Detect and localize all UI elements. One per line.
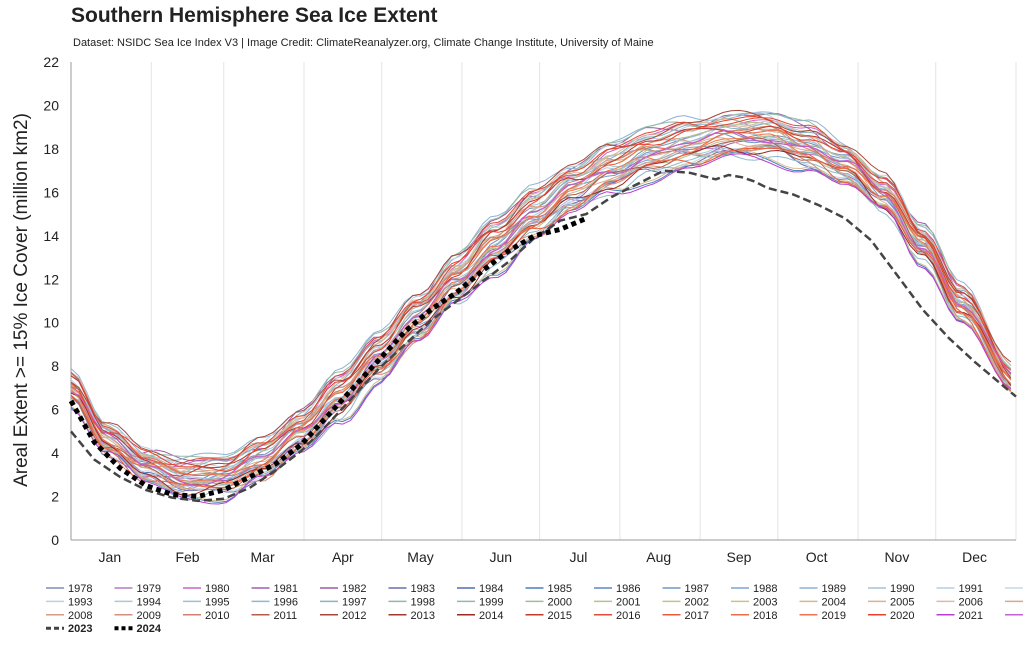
legend-label[interactable]: 1986 (616, 583, 640, 595)
legend-label[interactable]: 2004 (822, 596, 846, 608)
legend-label[interactable]: 2011 (274, 610, 298, 622)
legend-label[interactable]: 2017 (685, 610, 709, 622)
legend-label[interactable]: 2001 (616, 596, 640, 608)
legend-label[interactable]: 2006 (959, 596, 983, 608)
legend-label[interactable]: 2013 (411, 610, 435, 622)
legend-label[interactable]: 2009 (137, 610, 161, 622)
legend-label[interactable]: 1997 (342, 596, 366, 608)
legend-label[interactable]: 2008 (68, 610, 92, 622)
legend-label[interactable]: 1980 (205, 583, 229, 595)
y-tick-label: 14 (43, 228, 59, 244)
legend-label[interactable]: 1987 (685, 583, 709, 595)
x-tick-label: Oct (806, 549, 828, 565)
legend-label[interactable]: 1988 (753, 583, 777, 595)
legend-label[interactable]: 2023 (68, 623, 92, 635)
x-tick-label: Jun (489, 549, 512, 565)
x-tick-labels: Jan Feb Mar Apr May Jun Jul Aug Sep Oct Nov Dec (99, 549, 987, 565)
legend-label[interactable]: 1983 (411, 583, 435, 595)
legend-label[interactable]: 1994 (137, 596, 161, 608)
series-line-2023 (70, 169, 1017, 503)
legend-label[interactable]: 2003 (753, 596, 777, 608)
legend-label[interactable]: 2014 (479, 610, 503, 622)
legend: 1978 1979 1980 1981 1982 1983 1984 1985 1986 1987… (46, 583, 1023, 635)
x-tick-label: Jul (569, 549, 587, 565)
series-line-2019 (70, 133, 1012, 483)
legend-label[interactable]: 1984 (479, 583, 503, 595)
legend-label[interactable]: 1990 (890, 583, 914, 595)
legend-label[interactable]: 2012 (342, 610, 366, 622)
legend-label[interactable]: 2005 (890, 596, 914, 608)
x-tick-label: Aug (646, 549, 671, 565)
y-tick-label: 22 (43, 54, 59, 70)
series-line-2024 (68, 216, 588, 499)
y-tick-label: 8 (51, 358, 59, 374)
series-line-1993 (70, 112, 1012, 469)
y-tick-label: 2 (51, 489, 59, 505)
legend-label[interactable]: 2018 (753, 610, 777, 622)
legend-label[interactable]: 2016 (616, 610, 640, 622)
legend-label[interactable]: 2002 (685, 596, 709, 608)
legend-label[interactable]: 2021 (959, 610, 983, 622)
y-tick-label: 18 (43, 141, 59, 157)
series-line-1984 (70, 121, 1012, 477)
x-tick-label: Feb (175, 549, 199, 565)
legend-label[interactable]: 2024 (137, 623, 162, 635)
series-line-1987 (70, 132, 1012, 487)
series-line-2022 (70, 130, 1012, 486)
series-line-2006 (70, 120, 1012, 473)
series-line-2002 (70, 121, 1012, 477)
x-tick-label: Apr (332, 549, 354, 565)
x-tick-label: May (407, 549, 433, 565)
y-tick-label: 12 (43, 271, 59, 287)
series-line-1982 (70, 112, 1012, 462)
legend-label[interactable]: 1981 (274, 583, 298, 595)
y-tick-labels: 0 2 4 6 8 10 12 14 16 18 20 22 (43, 54, 59, 548)
legend-label[interactable]: 1998 (411, 596, 435, 608)
legend-label[interactable]: 1993 (68, 596, 92, 608)
legend-label[interactable]: 1985 (548, 583, 572, 595)
y-axis-title: Areal Extent >= 15% Ice Cover (million k… (11, 113, 32, 487)
legend-label[interactable]: 1978 (68, 583, 92, 595)
y-tick-label: 0 (51, 532, 59, 548)
legend-label[interactable]: 2010 (205, 610, 229, 622)
legend-label[interactable]: 1999 (479, 596, 503, 608)
x-tick-label: Mar (251, 549, 275, 565)
chart-title: Southern Hemisphere Sea Ice Extent (71, 4, 438, 27)
legend-label[interactable]: 1995 (205, 596, 229, 608)
legend-label[interactable]: 1989 (822, 583, 846, 595)
x-tick-label: Nov (884, 549, 909, 565)
legend-label[interactable]: 2020 (890, 610, 914, 622)
series-line-2020 (70, 116, 1012, 473)
x-tick-label: Dec (962, 549, 987, 565)
series-lines (68, 109, 1017, 505)
chart-subtitle: Dataset: NSIDC Sea Ice Index V3 | Image … (73, 37, 654, 49)
legend-label[interactable]: 1996 (274, 596, 298, 608)
series-line-2001 (70, 135, 1012, 485)
legend-label[interactable]: 1982 (342, 583, 366, 595)
legend-label[interactable]: 2019 (822, 610, 846, 622)
series-line-2012 (70, 109, 1012, 469)
legend-label[interactable]: 1979 (137, 583, 161, 595)
series-line-2004 (70, 118, 1012, 477)
y-tick-label: 16 (43, 184, 59, 200)
legend-label[interactable]: 2015 (548, 610, 572, 622)
series-line-2016 (70, 117, 1012, 466)
series-line-1991 (70, 122, 1012, 470)
y-tick-label: 6 (51, 402, 59, 418)
y-tick-label: 20 (43, 97, 59, 113)
legend-label[interactable]: 2000 (548, 596, 572, 608)
series-line-2017 (70, 147, 1012, 488)
y-tick-label: 10 (43, 315, 59, 331)
axes (70, 62, 1016, 541)
series-line-2018 (70, 129, 1012, 476)
x-tick-label: Jan (99, 549, 122, 565)
legend-label[interactable]: 1991 (959, 583, 983, 595)
y-tick-label: 4 (51, 445, 59, 461)
series-line-1999 (70, 112, 1012, 459)
x-tick-label: Sep (727, 549, 752, 565)
series-line-2007 (70, 144, 1012, 487)
series-line-1990 (70, 138, 1012, 480)
